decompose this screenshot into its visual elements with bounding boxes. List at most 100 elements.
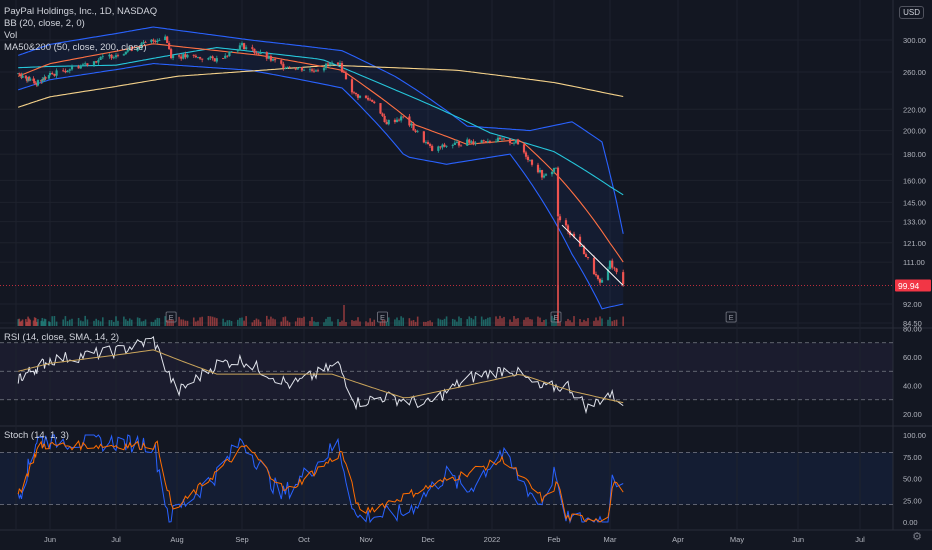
volume-bar — [383, 319, 386, 326]
candle — [373, 101, 376, 104]
volume-bar — [230, 320, 233, 326]
volume-bar — [613, 320, 616, 326]
candle — [472, 141, 475, 144]
volume-bar — [379, 321, 382, 326]
time-axis-label: Jun — [44, 535, 56, 544]
candle — [150, 39, 153, 43]
candle — [424, 142, 428, 143]
candle — [84, 63, 87, 65]
candle — [540, 170, 544, 178]
price-axis-label: 111.00 — [903, 258, 925, 267]
settings-gear-icon[interactable]: ⚙ — [912, 531, 922, 543]
volume-bar — [581, 322, 583, 326]
price-axis-label: 145.00 — [903, 198, 926, 207]
candle — [366, 97, 370, 100]
candle — [445, 145, 448, 147]
stoch-legend[interactable]: Stoch (14, 1, 3) — [4, 430, 69, 441]
candle — [512, 142, 516, 144]
earnings-marker-label[interactable]: E — [554, 313, 559, 322]
candle — [154, 40, 157, 43]
volume-bar — [142, 320, 145, 326]
volume-bar — [427, 321, 429, 326]
volume-bar — [108, 320, 111, 326]
last-price-tag — [895, 279, 931, 292]
earnings-marker-label[interactable]: E — [169, 313, 174, 322]
volume-bar — [515, 318, 517, 326]
rsi-legend[interactable]: RSI (14, close, SMA, 14, 2) — [4, 332, 120, 343]
candle — [124, 51, 127, 55]
earnings-marker-label[interactable]: E — [380, 313, 385, 322]
earnings-marker[interactable] — [725, 311, 737, 323]
last-price-label: 99.94 — [898, 281, 920, 291]
volume-bar — [77, 317, 80, 326]
currency-button[interactable]: USD — [899, 6, 924, 19]
volume-bar — [339, 322, 341, 326]
rsi-axis-label: 60.00 — [903, 353, 922, 362]
candle — [393, 119, 397, 123]
candle — [34, 82, 37, 84]
candle — [437, 146, 440, 151]
symbol-title[interactable]: PayPal Holdings, Inc., 1D, NASDAQ — [4, 6, 158, 17]
candle — [257, 53, 260, 55]
candle — [342, 72, 346, 73]
candle — [592, 257, 596, 275]
earnings-marker[interactable] — [165, 311, 177, 323]
volume-bar — [317, 321, 319, 326]
volume-bar — [367, 322, 369, 326]
volume-bar — [36, 321, 38, 326]
volume-bar — [531, 319, 533, 326]
volume-bar — [341, 320, 343, 326]
volume-bar — [337, 319, 339, 326]
volume-bar — [180, 319, 182, 326]
volume-bar — [402, 317, 404, 326]
candle — [552, 168, 556, 172]
candle — [328, 63, 332, 65]
candle — [213, 58, 216, 62]
volume-bar — [42, 321, 45, 326]
volume-bar — [197, 320, 199, 326]
earnings-marker[interactable] — [550, 311, 562, 323]
candle — [194, 55, 197, 58]
candle — [68, 69, 71, 71]
rsi-axis-label: 40.00 — [903, 382, 922, 391]
bb-legend[interactable]: BB (20, close, 2, 0) — [4, 18, 85, 29]
volume-bar — [286, 320, 289, 326]
time-axis-label: Sep — [235, 535, 248, 544]
volume-bar — [599, 316, 601, 326]
volume-bar — [172, 319, 174, 326]
trend-line[interactable] — [561, 224, 624, 286]
volume-bar — [37, 319, 39, 326]
candle — [44, 77, 47, 79]
candle — [92, 61, 96, 66]
volume-bar — [270, 316, 272, 326]
volume-bar — [593, 320, 595, 326]
candle — [171, 55, 175, 59]
earnings-marker-label[interactable]: E — [729, 313, 734, 322]
earnings-marker[interactable] — [377, 311, 388, 323]
candle — [215, 58, 218, 62]
candle — [598, 279, 602, 283]
candle — [596, 275, 600, 280]
price-axis-label: 92.00 — [903, 300, 922, 309]
candle — [138, 47, 141, 49]
candle — [443, 144, 446, 147]
candle — [269, 56, 273, 61]
vol-legend[interactable]: Vol — [4, 30, 18, 41]
candle — [298, 67, 301, 68]
candle — [116, 55, 120, 57]
volume-bar — [454, 319, 456, 326]
candle — [101, 56, 104, 58]
ma-legend[interactable]: MA50&200 (50, close, 200, close) — [4, 42, 147, 53]
volume-bar — [17, 319, 19, 326]
candle — [622, 272, 625, 285]
volume-bar — [474, 316, 477, 326]
volume-bar — [587, 318, 589, 326]
volume-bar — [353, 320, 355, 326]
volume-bar — [99, 321, 102, 326]
volume-bar — [44, 319, 47, 326]
volume-bar — [325, 318, 327, 326]
candle — [340, 63, 344, 73]
volume-bar — [209, 316, 212, 326]
stoch-axis-label: 25.00 — [903, 496, 922, 505]
